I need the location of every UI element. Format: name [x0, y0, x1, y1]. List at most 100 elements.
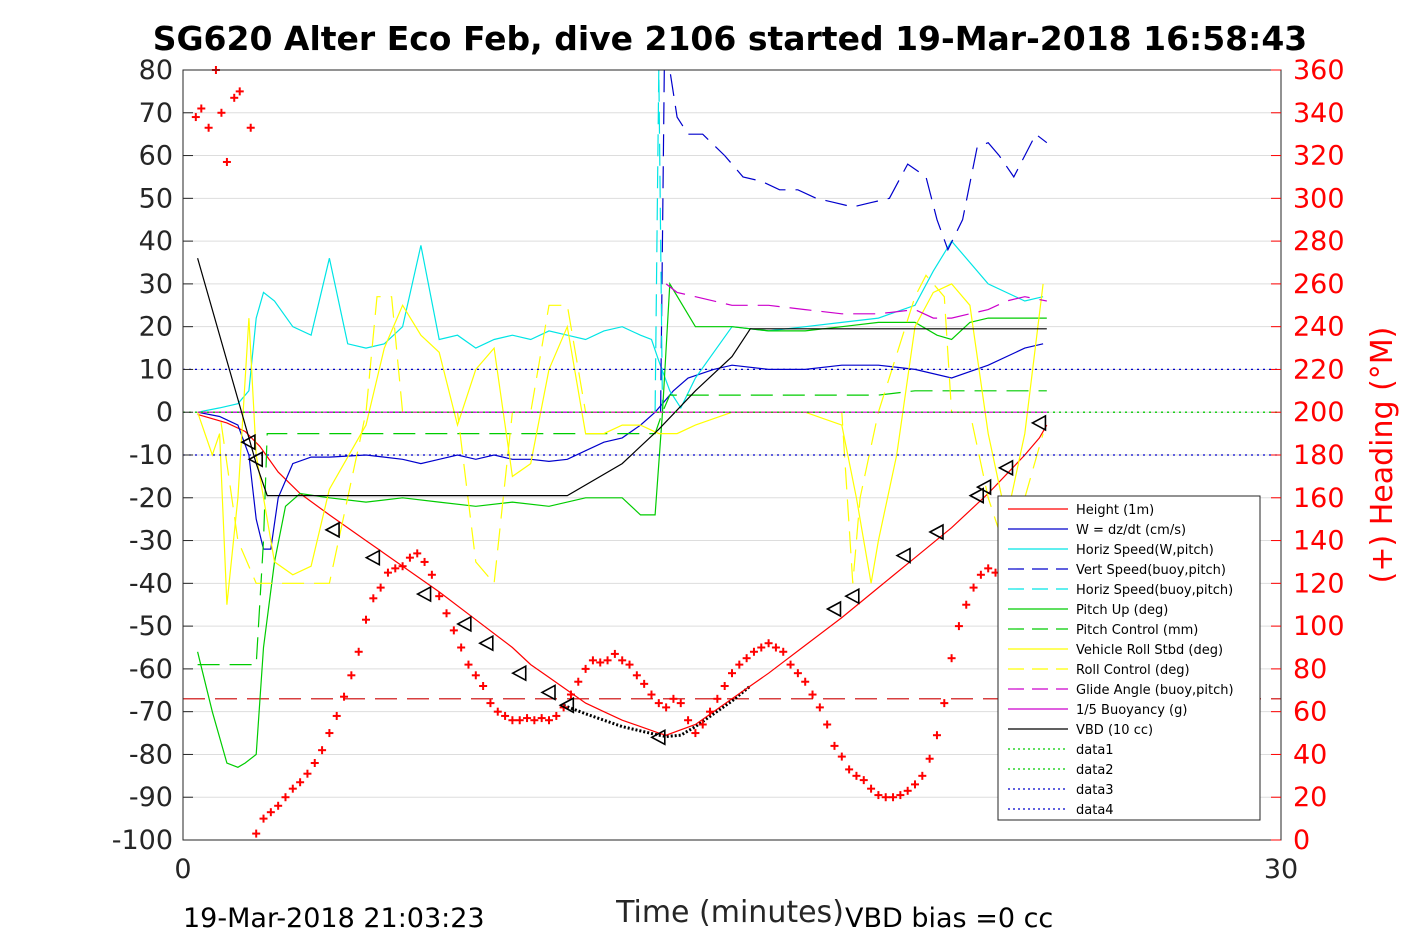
- heading-point: [603, 656, 612, 665]
- legend-entry: Height (1m): [1008, 503, 1154, 518]
- series-line-vert-speed-buoy-pitch: [660, 69, 1048, 413]
- heading-point: [574, 677, 583, 686]
- heading-point: [340, 692, 349, 701]
- heading-point: [728, 669, 736, 678]
- y-right-tick-label: 160: [1293, 483, 1345, 514]
- legend-entry: 1/5 Buoyancy (g): [1008, 703, 1187, 718]
- y-right-tick-label: 60: [1293, 697, 1327, 728]
- heading-point: [442, 609, 451, 618]
- axis-ticks: 80706050403020100-10-20-30-40-50-60-70-8…: [112, 55, 1345, 885]
- heading-point: [435, 592, 444, 601]
- triangle-marker: [478, 634, 494, 652]
- heading-point: [296, 778, 305, 787]
- heading-point: [691, 729, 700, 738]
- triangle-marker: [456, 615, 472, 633]
- series-lines: [183, 69, 1281, 768]
- legend-entry: Roll Control (deg): [1008, 663, 1190, 678]
- legend-entry: data4: [1008, 803, 1114, 818]
- heading-point: [266, 808, 275, 817]
- legend-label: Roll Control (deg): [1076, 663, 1190, 678]
- heading-point: [391, 564, 400, 573]
- heading-point: [347, 671, 356, 680]
- heading-points: [191, 66, 1044, 838]
- y-left-tick-label: -50: [129, 611, 173, 642]
- heading-point: [903, 786, 912, 795]
- legend-label: Pitch Up (deg): [1076, 603, 1168, 618]
- triangle-marker: [825, 600, 842, 618]
- triangle-markers: [240, 414, 1047, 746]
- heading-point: [246, 123, 255, 132]
- triangle-marker: [324, 521, 340, 539]
- heading-point: [318, 746, 327, 755]
- heading-point: [801, 677, 810, 686]
- heading-point: [742, 654, 751, 663]
- heading-point: [771, 643, 780, 652]
- legend-label: Pitch Control (mm): [1076, 623, 1198, 638]
- y-right-tick-label: 360: [1293, 55, 1345, 86]
- series-line-horiz-speed-buoy-pitch: [654, 69, 664, 413]
- y-right-tick-label: 280: [1293, 226, 1345, 257]
- heading-point: [383, 568, 392, 577]
- heading-point: [303, 769, 312, 778]
- heading-point: [530, 716, 539, 725]
- y-left-tick-label: 40: [139, 226, 173, 257]
- heading-point: [191, 113, 200, 122]
- y-left-tick-label: 50: [139, 183, 173, 214]
- heading-point: [984, 564, 993, 573]
- y-left-tick-label: 30: [139, 269, 173, 300]
- heading-point: [962, 600, 971, 609]
- heading-point: [427, 570, 436, 579]
- heading-point: [698, 720, 707, 729]
- heading-point: [332, 711, 341, 720]
- heading-point: [867, 784, 876, 793]
- heading-point: [566, 690, 575, 699]
- legend-entry: data1: [1008, 743, 1114, 758]
- heading-point: [376, 583, 385, 592]
- legend-label: Horiz Speed(W,pitch): [1076, 543, 1214, 558]
- heading-point: [713, 694, 722, 703]
- heading-point: [662, 703, 671, 712]
- series-line-glide-angle-buoy-pitch: [665, 283, 1047, 319]
- heading-point: [647, 690, 656, 699]
- heading-point: [369, 594, 378, 603]
- heading-point: [252, 829, 261, 838]
- heading-point: [588, 656, 597, 665]
- legend-entry: Pitch Up (deg): [1008, 603, 1168, 618]
- y-left-tick-label: 20: [139, 312, 173, 343]
- footer-date: 19-Mar-2018 21:03:23: [183, 903, 485, 934]
- y-right-tick-label: 260: [1293, 269, 1345, 300]
- legend-label: Height (1m): [1076, 503, 1154, 518]
- legend-label: VBD (10 cc): [1076, 723, 1153, 738]
- heading-point: [464, 660, 473, 669]
- heading-point: [523, 714, 532, 723]
- heading-point: [954, 622, 963, 631]
- heading-point: [354, 647, 363, 656]
- heading-point: [881, 793, 890, 802]
- y-right-tick-label: 100: [1293, 611, 1345, 642]
- heading-point: [217, 108, 226, 117]
- heading-point: [779, 647, 788, 656]
- y-left-tick-label: -10: [129, 440, 173, 471]
- legend-label: data3: [1076, 783, 1114, 798]
- legend-entry: Pitch Control (mm): [1008, 623, 1198, 638]
- heading-point: [632, 671, 641, 680]
- y-left-tick-label: 70: [139, 98, 173, 129]
- legend-entry: Horiz Speed(buoy,pitch): [1008, 583, 1233, 598]
- heading-point: [889, 793, 898, 802]
- triangle-marker: [558, 696, 575, 714]
- heading-point: [449, 626, 458, 635]
- series-line-roll-control-deg: [197, 274, 1044, 585]
- heading-point: [757, 643, 766, 652]
- y-right-tick-label: 0: [1293, 825, 1310, 856]
- y-left-tick-label: -30: [129, 526, 173, 557]
- heading-point: [925, 754, 934, 763]
- chart-title: SG620 Alter Eco Feb, dive 2106 started 1…: [153, 19, 1308, 58]
- y-left-tick-label: -90: [129, 782, 173, 813]
- triangle-marker: [415, 585, 432, 603]
- y-right-tick-label: 300: [1293, 183, 1345, 214]
- triangle-marker: [1030, 414, 1047, 432]
- legend-label: 1/5 Buoyancy (g): [1076, 703, 1187, 718]
- series-line-w-dz-dt-cm-s: [197, 343, 1044, 550]
- heading-point: [413, 549, 422, 558]
